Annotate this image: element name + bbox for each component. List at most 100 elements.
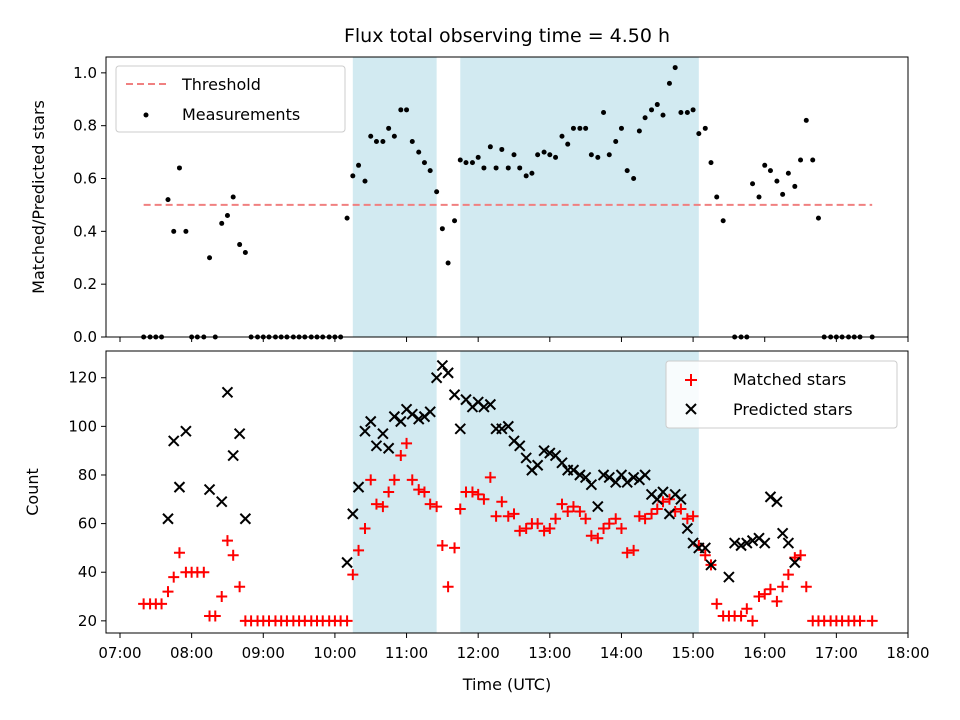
predicted-star-point (592, 500, 604, 513)
measurement-point (457, 157, 463, 163)
measurement-point (595, 154, 601, 160)
matched-star-point (388, 474, 400, 486)
x-tick-label: 15:00 (671, 644, 714, 662)
predicted-star-point (544, 447, 556, 459)
predicted-star-point (597, 469, 610, 481)
matched-star-point (198, 566, 210, 578)
top-legend: Threshold Measurements (115, 65, 346, 133)
matched-star-point (466, 486, 478, 498)
top-y-tick-label: 0.2 (73, 275, 97, 293)
predicted-star-point (579, 471, 592, 484)
measurement-point (570, 125, 576, 131)
top-shaded-interval-1 (460, 57, 699, 337)
measurement-point (613, 139, 619, 145)
matched-star-point (227, 549, 239, 561)
predicted-star-point (627, 471, 640, 484)
matched-star-point (538, 525, 550, 537)
matched-star-point (209, 610, 221, 622)
matched-star-point (370, 498, 382, 510)
predicted-star-point (365, 415, 377, 428)
predicted-star-point (216, 496, 228, 508)
matched-star-point (490, 510, 502, 522)
predicted-star-point (352, 481, 365, 493)
measurement-point (535, 152, 541, 158)
predicted-star-point (776, 527, 789, 540)
bottom-panel: 20 40 60 80 100 120 07:00 08:00 09:00 10:00 11:00… (23, 351, 930, 694)
measurement-point (481, 165, 487, 171)
matched-star-point (747, 615, 759, 627)
matched-star-point (574, 505, 586, 517)
measurement-point (523, 173, 529, 179)
measurement-point (649, 107, 655, 113)
matched-star-point (562, 505, 574, 517)
measurement-point (409, 139, 415, 145)
matched-star-point (782, 569, 794, 581)
matched-legend-swatch (685, 374, 697, 386)
predicted-star-point (514, 440, 526, 452)
measurement-point (708, 160, 714, 166)
bottom-y-tick-label: 60 (78, 515, 97, 533)
matched-star-point (365, 474, 377, 486)
measurement-point (176, 165, 182, 171)
predicted-star-point (430, 372, 443, 384)
top-y-tick-label: 0.6 (73, 170, 97, 188)
matched-legend-label: Matched stars (733, 370, 846, 389)
predicted-star-point (496, 423, 508, 435)
predicted-star-point (574, 469, 586, 481)
matched-star-point (777, 581, 789, 593)
measurement-point (601, 109, 607, 115)
measurement-point (618, 125, 624, 131)
matched-star-point (449, 542, 461, 554)
predicted-star-point (347, 508, 359, 520)
measurement-point (756, 194, 762, 200)
matched-star-point (741, 603, 753, 615)
measurement-point (362, 178, 368, 184)
matched-star-point (221, 535, 233, 547)
predicted-star-point (603, 471, 615, 484)
measurement-point (588, 152, 594, 158)
matched-star-point (413, 484, 425, 496)
x-tick-label: 07:00 (98, 644, 141, 662)
measurement-point (774, 178, 780, 184)
predicted-star-point (681, 522, 694, 535)
matched-star-point (800, 581, 812, 593)
predicted-stars-series (163, 359, 801, 583)
matched-star-point (383, 486, 395, 498)
top-x-ticks (119, 337, 909, 342)
measurement-point (517, 165, 523, 171)
measurement-point (230, 194, 236, 200)
matched-star-point (735, 610, 747, 622)
measurement-point (750, 181, 756, 187)
x-tick-label: 11:00 (385, 644, 428, 662)
measurement-point (499, 146, 505, 152)
top-y-axis: 0.0 0.2 0.4 0.6 0.8 1.0 (73, 64, 106, 346)
top-y-tick-label: 1.0 (73, 64, 97, 82)
matched-star-point (550, 513, 562, 525)
predicted-star-point (789, 556, 801, 569)
predicted-star-point (221, 386, 234, 399)
x-axis: 07:00 08:00 09:00 10:00 11:00 12:00 13:00 14:00… (98, 633, 930, 662)
x-tick-label: 10:00 (313, 644, 356, 662)
measurement-point (559, 133, 565, 139)
x-axis-label: Time (UTC) (462, 675, 551, 694)
predicted-star-point (610, 476, 622, 488)
measurement-point (678, 109, 684, 115)
matched-star-point (173, 547, 185, 559)
matched-star-point (675, 503, 687, 515)
top-y-tick-label: 0.8 (73, 117, 97, 135)
predicted-star-point (395, 415, 407, 428)
measurement-point (624, 168, 630, 174)
measurement-point (493, 165, 499, 171)
matched-star-point (353, 544, 365, 556)
matched-star-point (395, 450, 407, 462)
predicted-star-point (531, 459, 544, 471)
measurement-point (606, 152, 612, 158)
matched-star-point (484, 471, 496, 483)
matched-star-point (567, 501, 579, 513)
top-axes-frame (105, 56, 909, 338)
measurement-point (350, 173, 356, 179)
measurement-point (636, 128, 642, 134)
measurement-point (553, 154, 559, 160)
predicted-star-point (442, 367, 454, 379)
predicted-star-point (436, 359, 449, 372)
